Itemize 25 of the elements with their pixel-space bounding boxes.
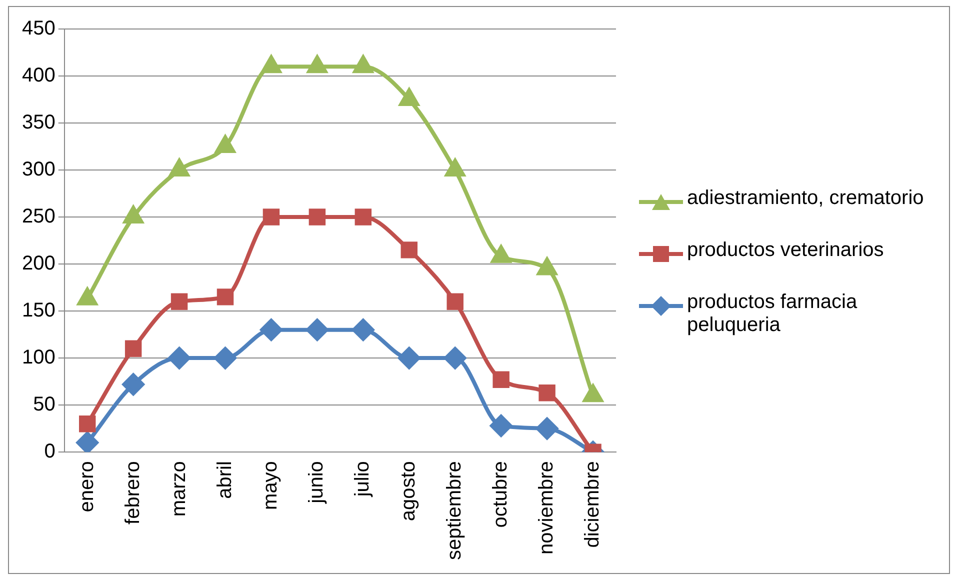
legend-label: adiestramiento, crematorio bbox=[687, 187, 924, 210]
legend-label: productos veterinarios bbox=[687, 239, 884, 262]
x-tick-label: diciembre bbox=[582, 461, 604, 548]
y-tick-label: 250 bbox=[22, 206, 56, 228]
legend-label: productos farmacia peluqueria bbox=[687, 291, 858, 337]
y-tick-label: 450 bbox=[22, 18, 56, 40]
y-tick-label: 400 bbox=[22, 64, 56, 87]
x-tick-label: febrero bbox=[122, 461, 144, 524]
y-tick-label: 350 bbox=[22, 112, 56, 134]
x-tick-label: julio bbox=[352, 461, 374, 498]
y-tick-label: 200 bbox=[22, 252, 56, 275]
y-tick-label: 100 bbox=[22, 346, 56, 369]
x-tick-label: marzo bbox=[168, 461, 190, 517]
x-tick-label: junio bbox=[306, 461, 328, 504]
x-tick-label: abril bbox=[214, 461, 236, 499]
y-tick-label: 0 bbox=[44, 440, 56, 463]
y-tick-label: 300 bbox=[22, 158, 56, 181]
y-tick-label: 50 bbox=[33, 394, 56, 416]
x-tick-label: noviembre bbox=[536, 461, 558, 554]
x-tick-label: enero bbox=[76, 461, 98, 512]
x-tick-label: septiembre bbox=[444, 461, 466, 560]
x-tick-label: octubre bbox=[490, 461, 512, 528]
x-tick-label: mayo bbox=[260, 461, 282, 510]
x-tick-label: agosto bbox=[398, 461, 420, 522]
y-tick-label: 150 bbox=[22, 300, 56, 322]
